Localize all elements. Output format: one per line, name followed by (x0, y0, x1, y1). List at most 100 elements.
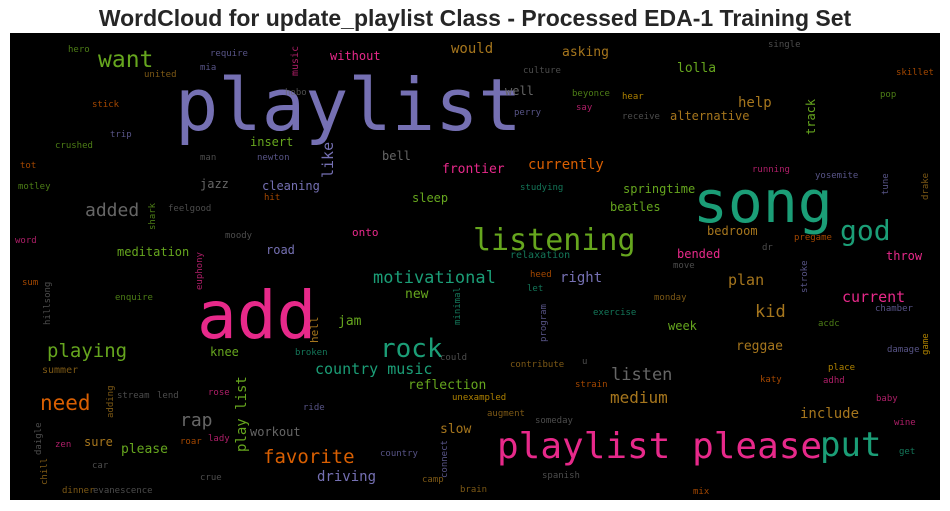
word: beyonce (572, 89, 610, 99)
word: frontier (442, 162, 505, 177)
word: program (539, 304, 549, 342)
word: springtime (623, 182, 695, 196)
word: play list (234, 376, 250, 452)
word: mix (693, 487, 710, 497)
word: bell (382, 149, 411, 163)
word: car (92, 461, 109, 471)
word: crue (200, 473, 222, 483)
word: added (85, 200, 139, 221)
word: strain (575, 380, 608, 390)
word: evanescence (93, 486, 153, 496)
word: playlist please (497, 426, 822, 467)
word: daigle (34, 422, 44, 455)
word: week (668, 319, 698, 333)
word: roar (180, 437, 202, 447)
word: acdc (818, 319, 840, 329)
word: place (828, 363, 855, 373)
word: dr (762, 243, 773, 253)
word: pregame (794, 233, 832, 243)
word: say (576, 103, 593, 113)
word: dinner (62, 486, 95, 496)
word: enquire (115, 293, 153, 303)
word: right (560, 270, 602, 286)
word: lady (208, 434, 230, 444)
word: throw (886, 249, 923, 263)
word: kid (755, 302, 786, 322)
word: shark (148, 202, 158, 230)
word: currently (528, 157, 604, 173)
word: add (197, 277, 316, 354)
word: newton (257, 153, 290, 163)
word: drake (921, 173, 931, 200)
word: yosemite (815, 171, 858, 181)
word: rap (180, 410, 213, 431)
word: driving (317, 469, 376, 485)
word: damage (887, 345, 920, 355)
word: medium (610, 388, 668, 407)
word: insert (250, 135, 293, 149)
word: chill (40, 458, 50, 485)
word: tune (881, 173, 891, 195)
word: motley (18, 182, 51, 192)
word: summer (42, 365, 78, 376)
word: motivational (373, 268, 496, 288)
word: ride (303, 403, 325, 413)
word: relaxation (510, 250, 570, 261)
word: country (380, 449, 419, 459)
word: unexampled (452, 393, 506, 403)
word: without (330, 49, 381, 63)
word: include (800, 406, 859, 422)
word: well (505, 84, 534, 98)
word: like (319, 142, 337, 178)
word: culture (523, 66, 561, 76)
word: feelgood (168, 204, 211, 214)
word: single (768, 40, 801, 50)
word: alternative (670, 109, 749, 123)
cloud-background (10, 33, 940, 500)
word: sleep (412, 191, 448, 205)
word: perry (514, 108, 542, 118)
word: knee (210, 345, 239, 359)
word: adding (106, 385, 116, 418)
word: pop (880, 90, 896, 100)
word: hit (264, 193, 280, 203)
word: brain (460, 485, 487, 495)
word: slow (440, 422, 471, 437)
word: plan (728, 271, 764, 289)
word: studying (520, 183, 563, 193)
word: rose (208, 388, 230, 398)
word: need (40, 391, 91, 415)
word: moody (225, 231, 253, 241)
word: would (451, 41, 493, 57)
word: road (266, 243, 295, 257)
word: new (405, 287, 429, 302)
word: listening (473, 223, 636, 258)
word: playing (47, 340, 127, 362)
word: broken (295, 348, 328, 358)
word: asking (562, 45, 609, 60)
word: listen (611, 365, 672, 385)
word: bedroom (707, 224, 758, 238)
word: lolla (677, 61, 716, 76)
word: crushed (55, 141, 93, 151)
word: heed (530, 270, 552, 280)
word: minimal (453, 287, 463, 325)
word: u (582, 357, 587, 367)
word: receive (622, 112, 660, 122)
word: could (440, 353, 467, 363)
word: spanish (542, 471, 580, 481)
word: hero (68, 45, 90, 55)
word: hear (622, 92, 644, 102)
word: connect (440, 440, 450, 478)
word: katy (760, 375, 782, 385)
word: let (527, 284, 543, 294)
word: sum (22, 278, 38, 288)
word: bended (677, 247, 720, 261)
word: sure (84, 435, 113, 449)
word: jazz (200, 177, 229, 191)
word: reggae (736, 339, 783, 354)
word: beatles (610, 200, 661, 214)
word: euphony (195, 251, 205, 290)
